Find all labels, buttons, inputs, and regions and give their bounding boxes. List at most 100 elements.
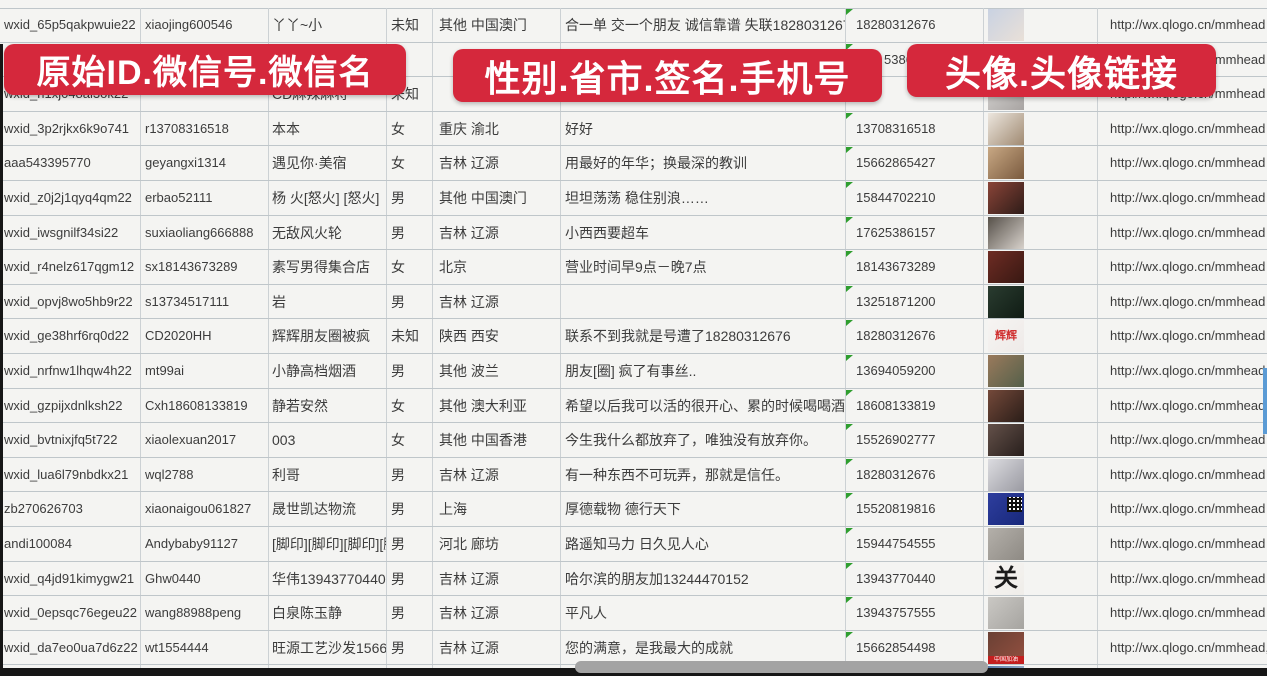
- cell-wxid[interactable]: wxid_da7eo0ua7d6z22: [4, 639, 138, 655]
- cell-avatar[interactable]: [983, 181, 1097, 216]
- cell-gender[interactable]: 男: [391, 293, 405, 310]
- cell-gender[interactable]: 男: [391, 605, 405, 622]
- cell-avatar[interactable]: [983, 458, 1097, 493]
- cell-region[interactable]: 吉林 辽源: [439, 155, 499, 172]
- cell-wxid[interactable]: wxid_0epsqc76egeu22: [4, 605, 137, 621]
- cell-account[interactable]: Andybaby91127: [145, 536, 239, 551]
- cell-wxid[interactable]: wxid_iwsgnilf34si22: [4, 224, 119, 240]
- cell-phone[interactable]: 18143673289: [845, 250, 983, 285]
- cell-account[interactable]: Ghw0440: [145, 570, 201, 586]
- cell-account[interactable]: CD2020HH: [145, 328, 212, 344]
- cell-avatar[interactable]: [983, 250, 1097, 285]
- cell-phone[interactable]: 15526902777: [845, 423, 983, 458]
- cell-phone[interactable]: 15844702210: [845, 181, 983, 216]
- cell-signature[interactable]: 今生我什么都放弃了，唯独没有放弃你。: [565, 432, 817, 449]
- cell-phone[interactable]: 18280312676: [845, 319, 983, 354]
- cell-name[interactable]: 小静高档烟酒: [272, 363, 356, 379]
- cell-name[interactable]: 华伟13943770440: [272, 570, 386, 587]
- cell-phone[interactable]: 15662865427: [845, 146, 983, 181]
- cell-gender[interactable]: 男: [391, 466, 405, 483]
- cell-phone[interactable]: 18608133819: [845, 389, 983, 424]
- cell-account[interactable]: suxiaoliang666888: [145, 224, 254, 240]
- cell-gender[interactable]: 女: [391, 155, 405, 172]
- cell-signature[interactable]: [560, 285, 845, 320]
- cell-account[interactable]: erbao52111: [145, 190, 213, 205]
- cell-wxid[interactable]: wxid_bvtnixjfq5t722: [4, 432, 118, 448]
- cell-avatar[interactable]: [983, 527, 1097, 562]
- cell-gender[interactable]: 未知: [391, 328, 419, 345]
- cell-region[interactable]: 其他 波兰: [439, 363, 499, 379]
- cell-signature[interactable]: 用最好的年华；换最深的教训: [565, 155, 747, 172]
- cell-signature[interactable]: 营业时间早9点－晚7点: [565, 259, 707, 276]
- cell-gender[interactable]: 男: [391, 536, 405, 552]
- cell-region[interactable]: 其他 中国澳门: [439, 17, 527, 33]
- cell-name[interactable]: 旺源工艺沙发15662854: [272, 639, 386, 656]
- cell-avatar[interactable]: [983, 423, 1097, 458]
- cell-account[interactable]: r13708316518: [145, 120, 229, 136]
- cell-avatar[interactable]: [983, 216, 1097, 251]
- cell-wxid[interactable]: wxid_nrfnw1lhqw4h22: [4, 363, 132, 378]
- cell-link[interactable]: http://wx.qlogo.cn/mmhead: [1110, 397, 1266, 413]
- cell-link[interactable]: http://wx.qlogo.cn/mmhead: [1110, 120, 1266, 136]
- cell-avatar[interactable]: [983, 492, 1097, 527]
- cell-avatar[interactable]: [983, 112, 1097, 147]
- cell-avatar[interactable]: [983, 146, 1097, 181]
- cell-avatar[interactable]: [983, 354, 1097, 389]
- cell-wxid[interactable]: wxid_r4nelz617qgm12: [4, 259, 135, 275]
- cell-phone[interactable]: 18280312676: [845, 8, 983, 43]
- cell-name[interactable]: 无敌风火轮: [272, 224, 342, 241]
- cell-phone[interactable]: 13943770440: [845, 562, 983, 597]
- cell-account[interactable]: sx18143673289: [145, 259, 238, 275]
- cell-phone[interactable]: 17625386157: [845, 216, 983, 251]
- cell-region[interactable]: 河北 廊坊: [439, 536, 499, 552]
- cell-name[interactable]: 辉辉朋友圈被疯: [272, 328, 370, 345]
- cell-phone[interactable]: 15944754555: [845, 527, 983, 562]
- cell-wxid[interactable]: wxid_ge38hrf6rq0d22: [4, 328, 130, 344]
- cell-region[interactable]: 重庆 渝北: [439, 120, 499, 137]
- cell-region[interactable]: 陕西 西安: [439, 328, 499, 345]
- cell-signature[interactable]: 哈尔滨的朋友加13244470152: [565, 570, 749, 587]
- cell-name[interactable]: 素写男得集合店: [272, 259, 370, 276]
- cell-link[interactable]: http://wx.qlogo.cn/mmhead: [1110, 363, 1266, 378]
- cell-wxid[interactable]: wxid_z0j2j1qyq4qm22: [4, 190, 132, 205]
- cell-avatar[interactable]: [983, 285, 1097, 320]
- cell-avatar[interactable]: [983, 8, 1097, 43]
- cell-phone[interactable]: 13694059200: [845, 354, 983, 389]
- cell-gender[interactable]: 女: [391, 432, 405, 449]
- cell-name[interactable]: 丫丫~小: [272, 17, 323, 33]
- cell-avatar[interactable]: [983, 596, 1097, 631]
- cell-phone[interactable]: 18280312676: [845, 458, 983, 493]
- cell-link[interactable]: http://wx.qlogo.cn/mmhead: [1110, 432, 1266, 448]
- cell-signature[interactable]: 厚德载物 德行天下: [565, 501, 681, 518]
- cell-signature[interactable]: 您的满意，是我最大的成就: [565, 639, 733, 656]
- cell-account[interactable]: wql2788: [145, 466, 194, 482]
- cell-wxid[interactable]: wxid_3p2rjkx6k9o741: [4, 120, 130, 136]
- cell-account[interactable]: xiaonaigou061827: [145, 501, 252, 517]
- cell-signature[interactable]: 希望以后我可以活的很开心、累的时候喝喝酒吹吹[: [565, 397, 845, 414]
- cell-wxid[interactable]: wxid_gzpijxdnlksh22: [4, 397, 123, 413]
- cell-link[interactable]: http://wx.qlogo.cn/mmhead: [1110, 17, 1266, 32]
- cell-link[interactable]: http://wx.qlogo.cn/mmhead: [1110, 536, 1266, 551]
- cell-signature[interactable]: 朋友[圈] 疯了有事丝..: [565, 363, 697, 379]
- cell-avatar[interactable]: 关: [983, 562, 1097, 597]
- cell-name[interactable]: 杨 火[怒火] [怒火]: [272, 190, 380, 206]
- cell-gender[interactable]: 男: [391, 570, 405, 587]
- cell-region[interactable]: 上海: [439, 501, 467, 518]
- cell-phone[interactable]: 13708316518: [845, 112, 983, 147]
- cell-name[interactable]: 白泉陈玉静: [272, 605, 342, 622]
- cell-link[interactable]: http://wx.qlogo.cn/mmhead: [1110, 155, 1266, 171]
- cell-account[interactable]: wt1554444: [145, 639, 209, 655]
- cell-gender[interactable]: 女: [391, 120, 405, 137]
- cell-account[interactable]: xiaojing600546: [145, 17, 233, 32]
- cell-link[interactable]: http://wx.qlogo.cn/mmhead: [1110, 190, 1266, 205]
- cell-signature[interactable]: 好好: [565, 120, 593, 137]
- cell-name[interactable]: 003: [272, 432, 296, 449]
- cell-signature[interactable]: 路遥知马力 日久见人心: [565, 536, 709, 552]
- cell-region[interactable]: 北京: [439, 259, 467, 276]
- cell-wxid[interactable]: andi100084: [4, 536, 72, 551]
- vertical-scrollbar-fragment[interactable]: [1263, 368, 1267, 434]
- cell-wxid[interactable]: zb270626703: [4, 501, 83, 517]
- cell-region[interactable]: 吉林 辽源: [439, 639, 499, 656]
- cell-account[interactable]: Cxh18608133819: [145, 397, 248, 413]
- cell-link[interactable]: http://wx.qlogo.cn/mmhead: [1110, 224, 1266, 240]
